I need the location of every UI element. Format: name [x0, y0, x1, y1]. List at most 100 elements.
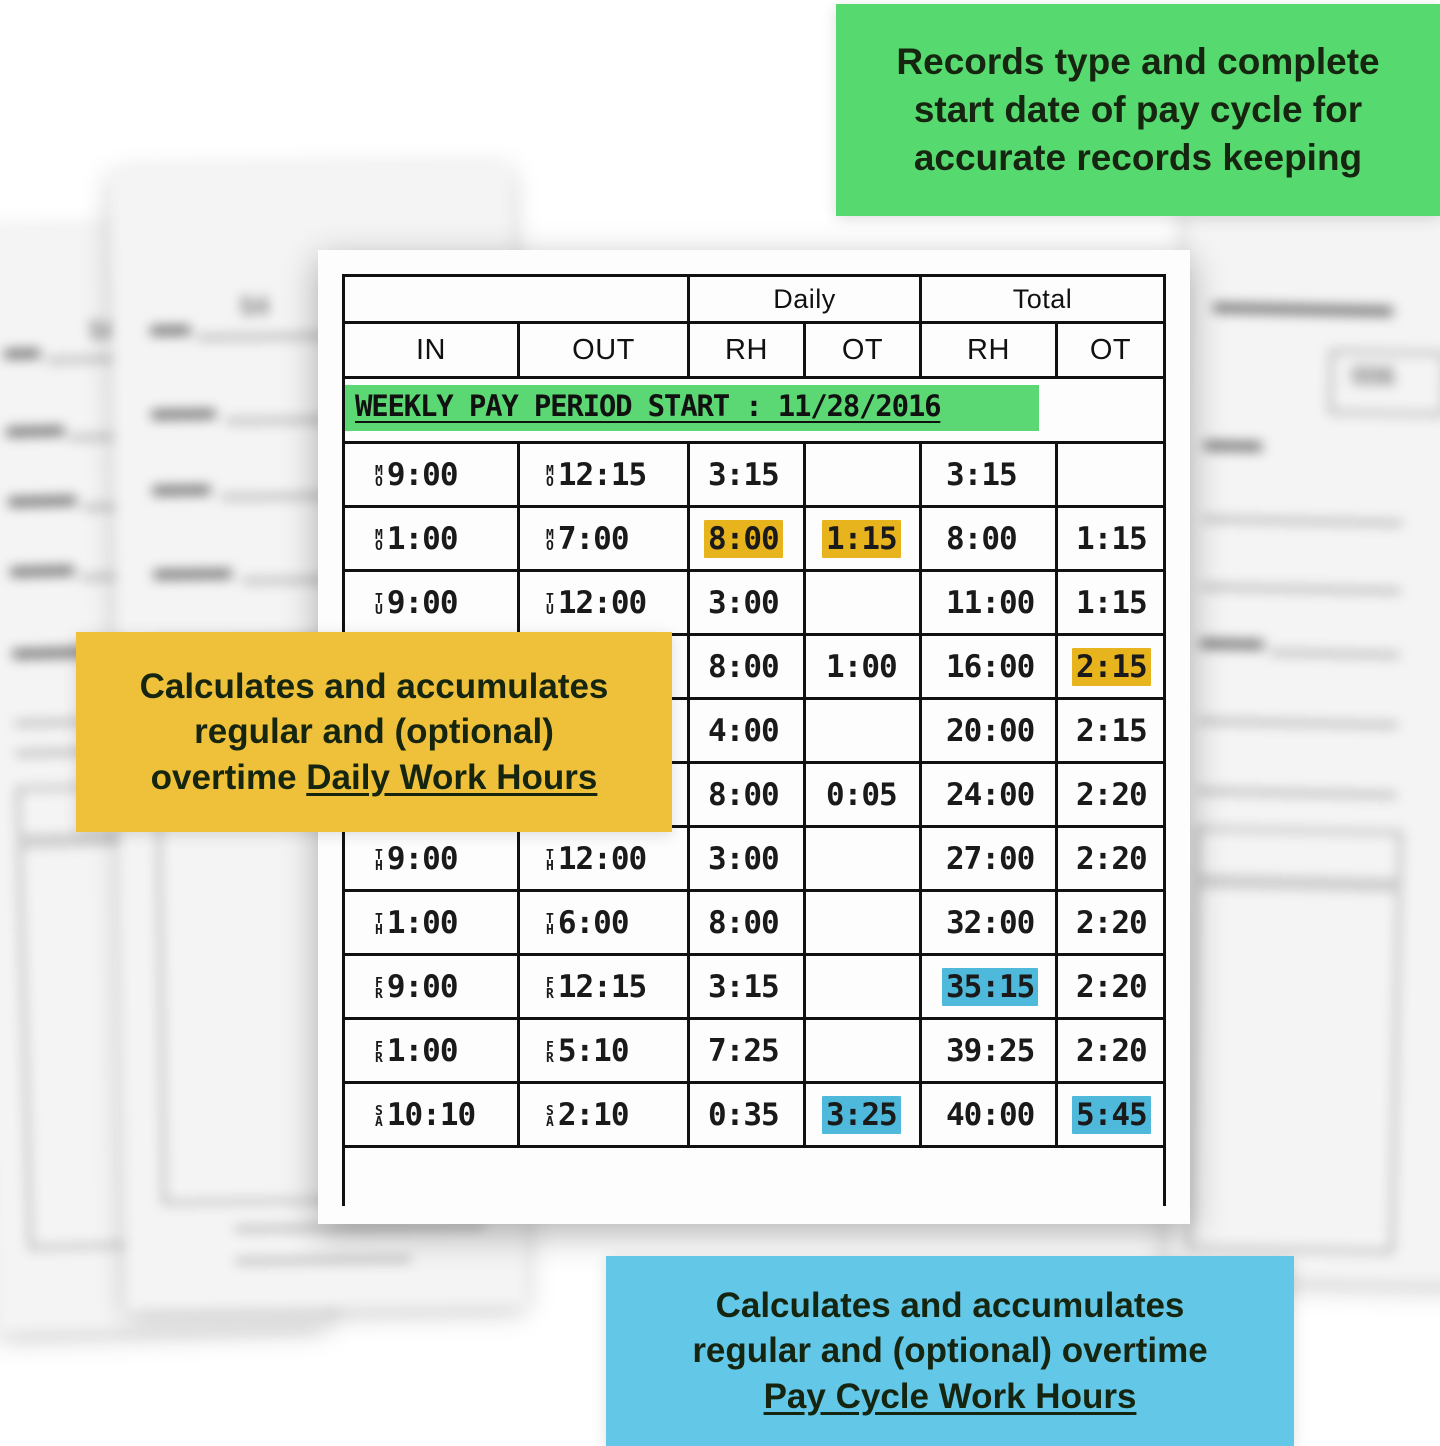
cell-daily-ot-3-value: 1:00 [822, 649, 901, 685]
cell-daily-ot-1: 1:15 [806, 508, 922, 569]
cell-out-0: M O 12:15 [520, 444, 690, 505]
callout-gold-line-1: Calculates and accumulates [139, 666, 609, 706]
cell-total-rh-4-text: 20:00 [946, 712, 1035, 749]
cell-total-ot-3-value: 2:15 [1072, 647, 1151, 686]
cell-total-rh-2-text: 11:00 [946, 584, 1035, 621]
cell-total-ot-0 [1058, 444, 1163, 505]
cell-total-ot-4-text: 2:15 [1076, 712, 1148, 749]
cell-daily-ot-10-value: 3:25 [822, 1095, 901, 1134]
cell-daily-rh-1-value: 8:00 [704, 519, 783, 558]
cell-total-rh-7: 32:00 [922, 892, 1058, 953]
cell-total-rh-10: 40:00 [922, 1084, 1058, 1145]
cell-out-7: T H 6:00 [520, 892, 690, 953]
cell-total-rh-7-text: 32:00 [946, 904, 1035, 941]
callout-blue-line-3: Pay Cycle Work Hours [764, 1374, 1137, 1420]
cell-total-ot-5-value: 2:20 [1072, 777, 1151, 813]
cell-total-rh-10-text: 40:00 [946, 1096, 1035, 1133]
callout-green-line-3: accurate records keeping [913, 137, 1363, 179]
cell-total-ot-6: 2:20 [1058, 828, 1163, 889]
cell-daily-rh-0-text: 3:15 [708, 456, 780, 493]
cell-in-7-text: 1:00 [386, 904, 459, 941]
cell-total-ot-2-value: 1:15 [1072, 585, 1151, 621]
cell-daily-rh-10: 0:35 [690, 1084, 806, 1145]
callout-pay-cycle-work-hours: Calculates and accumulates regular and (… [606, 1256, 1294, 1446]
cell-in-6: T H 9:00 [345, 828, 520, 889]
callout-blue-emphasis: Pay Cycle Work Hours [763, 1376, 1137, 1416]
cell-total-ot-10: 5:45 [1058, 1084, 1163, 1145]
cell-total-rh-8-text: 35:15 [942, 967, 1039, 1006]
cell-daily-ot-8 [806, 956, 922, 1017]
cell-daily-rh-1: 8:00 [690, 508, 806, 569]
cell-daily-ot-5: 0:05 [806, 764, 922, 825]
cell-in-10-text: 10:10 [386, 1096, 476, 1133]
cell-total-rh-9: 39:25 [922, 1020, 1058, 1081]
cell-in-2-value: T U 9:00 [375, 585, 461, 621]
cell-total-rh-8: 35:15 [922, 956, 1058, 1017]
group-header-blank [345, 277, 690, 321]
cell-in-0-value: M O 9:00 [375, 457, 461, 493]
cell-in-0: M O 9:00 [345, 444, 520, 505]
cell-daily-rh-2-text: 3:00 [708, 584, 780, 621]
group-header-daily: Daily [690, 277, 922, 321]
cell-out-1: M O 7:00 [520, 508, 690, 569]
cell-in-6-value: T H 9:00 [375, 841, 461, 877]
cell-out-6-text: 12:00 [557, 840, 647, 877]
cell-out-8-value: F R 12:15 [546, 969, 650, 1005]
cell-daily-rh-9-text: 7:25 [708, 1032, 780, 1069]
cell-daily-ot-7 [806, 892, 922, 953]
callout-green-line-1: Records type and complete [896, 40, 1380, 82]
cell-out-10-value: S A 2:10 [546, 1097, 632, 1133]
callout-gold-emphasis: Daily Work Hours [306, 757, 598, 797]
cell-total-rh-2: 11:00 [922, 572, 1058, 633]
cell-total-ot-8-value: 2:20 [1072, 969, 1151, 1005]
cell-out-6-value: T H 12:00 [546, 841, 650, 877]
group-header-total-label: Total [1012, 284, 1073, 314]
cell-total-rh-6-text: 27:00 [946, 840, 1035, 877]
cell-daily-rh-9-value: 7:25 [704, 1033, 783, 1069]
table-row: T H 9:00 T H 12:00 3:00 27:00 2:20 [345, 828, 1163, 892]
cell-daily-ot-5-text: 0:05 [826, 776, 898, 813]
cell-daily-rh-4: 4:00 [690, 700, 806, 761]
cell-in-10-value: S A 10:10 [375, 1097, 479, 1133]
cell-total-ot-1-text: 1:15 [1076, 520, 1148, 557]
cell-total-rh-5: 24:00 [922, 764, 1058, 825]
cell-daily-ot-1-value: 1:15 [822, 519, 901, 558]
cell-total-rh-1: 8:00 [922, 508, 1058, 569]
pay-period-highlight [345, 385, 1039, 431]
cell-total-ot-6-text: 2:20 [1076, 840, 1148, 877]
callout-gold-prefix: overtime [150, 757, 307, 797]
cell-in-1-value: M O 1:00 [375, 521, 461, 557]
callout-blue-line-2: regular and (optional) overtime [692, 1331, 1208, 1371]
cell-total-ot-5: 2:20 [1058, 764, 1163, 825]
cell-daily-ot-10: 3:25 [806, 1084, 922, 1145]
cell-in-9-value: F R 1:00 [375, 1033, 461, 1069]
cell-total-ot-9-text: 2:20 [1076, 1032, 1148, 1069]
cell-daily-ot-3: 1:00 [806, 636, 922, 697]
cell-total-rh-10-value: 40:00 [942, 1097, 1038, 1133]
cell-total-ot-9: 2:20 [1058, 1020, 1163, 1081]
cell-daily-rh-1-text: 8:00 [704, 519, 783, 558]
timecard-document: Daily Total IN OUT RH OT RH OT WEEKLY PA… [318, 250, 1190, 1224]
cell-daily-rh-5-text: 8:00 [708, 776, 780, 813]
cell-out-9: F R 5:10 [520, 1020, 690, 1081]
group-header-daily-label: Daily [773, 284, 836, 314]
cell-out-2: T U 12:00 [520, 572, 690, 633]
cell-in-8-value: F R 9:00 [375, 969, 461, 1005]
table-row: F R 9:00 F R 12:15 3:15 35:15 2:20 [345, 956, 1163, 1020]
cell-total-rh-3-text: 16:00 [946, 648, 1035, 685]
callout-blue-line-1: Calculates and accumulates [715, 1285, 1185, 1325]
cell-in-1: M O 1:00 [345, 508, 520, 569]
cell-total-ot-7-text: 2:20 [1076, 904, 1148, 941]
cell-in-2-text: 9:00 [386, 584, 459, 621]
cell-total-ot-1: 1:15 [1058, 508, 1163, 569]
cell-total-rh-6-value: 27:00 [942, 841, 1038, 877]
cell-total-rh-4: 20:00 [922, 700, 1058, 761]
cell-daily-ot-10-text: 3:25 [822, 1095, 901, 1134]
cell-daily-rh-6-value: 3:00 [704, 841, 783, 877]
column-header-out: OUT [520, 324, 690, 376]
cell-daily-rh-8-value: 3:15 [704, 969, 783, 1005]
